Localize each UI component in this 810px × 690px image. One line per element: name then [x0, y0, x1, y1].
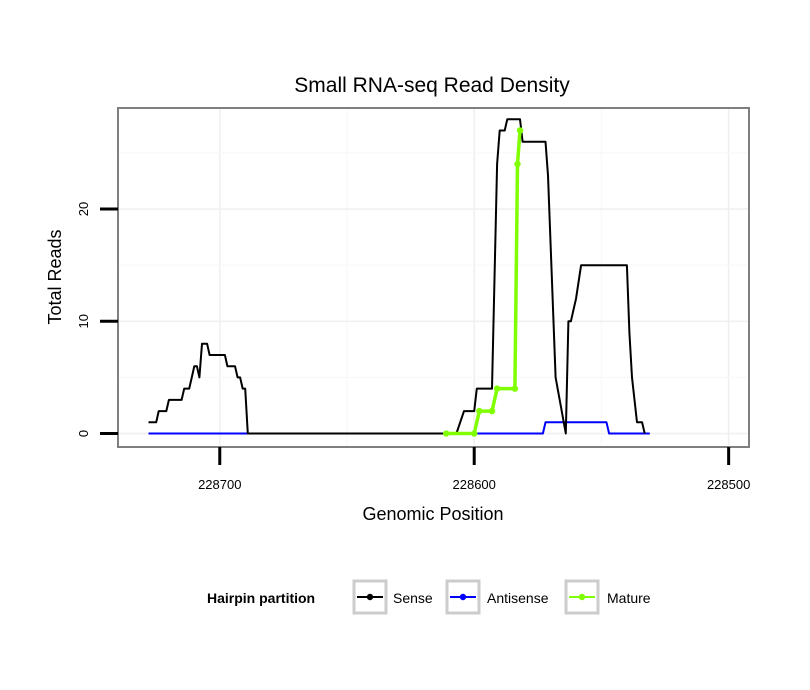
- series-antisense-line: [148, 421, 650, 435]
- y-axis-title: Total Reads: [45, 229, 65, 324]
- chart-title: Small RNA-seq Read Density: [294, 74, 570, 97]
- legend: Hairpin partition Sense Antisense Mature: [207, 579, 651, 615]
- grid-lines: [118, 108, 749, 447]
- x-tick-label: 228700: [198, 477, 241, 492]
- mature-point: [476, 407, 483, 415]
- x-axis: 228700 228600 228500: [198, 447, 750, 492]
- x-axis-title: Genomic Position: [362, 504, 503, 524]
- y-tick-label: 20: [76, 202, 91, 216]
- legend-label-sense: Sense: [393, 590, 433, 606]
- plot-panel-border: [117, 107, 750, 448]
- mature-point: [511, 385, 519, 392]
- legend-label-antisense: Antisense: [487, 590, 549, 606]
- series-mature-line: [446, 130, 522, 436]
- mature-point: [493, 385, 501, 392]
- mature-point: [471, 430, 478, 437]
- legend-key-point: [366, 593, 374, 601]
- y-tick-label: 0: [76, 430, 91, 437]
- mature-point: [443, 430, 450, 437]
- legend-title: Hairpin partition: [207, 590, 315, 606]
- mature-point: [488, 407, 496, 415]
- mature-point: [516, 127, 524, 134]
- x-tick-label: 228600: [453, 477, 496, 492]
- legend-key-point: [459, 593, 467, 601]
- y-tick-label: 10: [76, 314, 91, 328]
- mature-point: [514, 160, 521, 168]
- x-tick-label: 228500: [707, 477, 750, 492]
- series-sense-line: [148, 118, 646, 435]
- series-layer: [148, 118, 650, 437]
- legend-key-point: [578, 593, 586, 601]
- y-axis: 0 10 20: [76, 202, 118, 437]
- legend-label-mature: Mature: [607, 590, 651, 606]
